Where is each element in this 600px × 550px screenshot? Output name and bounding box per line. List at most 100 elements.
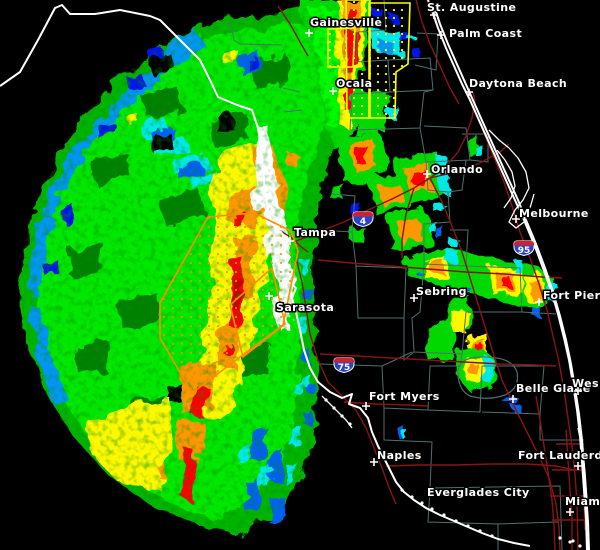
highway-line	[415, 0, 460, 105]
radar-echo	[531, 306, 540, 316]
highway-line	[565, 429, 573, 550]
county-border	[282, 87, 301, 93]
interstate-shield-4: 4	[352, 211, 374, 228]
city-marker	[305, 29, 313, 37]
coastline	[321, 395, 353, 429]
shield-route-number: 95	[518, 246, 531, 256]
radar-echo	[409, 37, 418, 42]
city-wes: Wes	[571, 376, 600, 392]
highway-line	[429, 143, 510, 179]
city-label: Orlando	[431, 163, 483, 176]
coastline	[433, 5, 590, 550]
city-marker	[509, 395, 517, 403]
severe-thunderstorm-warning-box	[327, 27, 356, 68]
city-ocala: Ocala	[329, 76, 374, 95]
county-border	[465, 265, 557, 315]
highway-line	[317, 259, 563, 279]
island-dot	[400, 488, 404, 492]
city-label: Belle Glade	[516, 382, 591, 395]
radar-echo	[356, 147, 369, 165]
city-label: Palm Coast	[449, 27, 522, 40]
shield-route-number: 75	[338, 363, 351, 373]
island-dot	[340, 414, 344, 418]
county-border	[381, 351, 413, 367]
city-marker	[286, 237, 294, 245]
radar-echo	[452, 310, 468, 333]
island-dot	[420, 501, 424, 505]
city-label: Fort Lauderdale	[518, 449, 600, 462]
radar-echo	[427, 322, 456, 362]
radar-echo	[403, 433, 410, 441]
coastline	[577, 427, 589, 550]
city-fort-lauderdale: Fort Lauderdale	[517, 448, 600, 470]
highway-line	[429, 177, 561, 550]
city-gainesville: Gainesville	[305, 15, 384, 37]
radar-echo	[469, 363, 478, 375]
city-label: St. Augustine	[427, 1, 516, 14]
shield-layer: 4 95 75	[333, 211, 535, 374]
city-palm-coast: Palm Coast	[437, 26, 523, 42]
city-marker	[465, 88, 473, 96]
radar-echo	[512, 260, 524, 272]
highway-line	[343, 401, 429, 407]
county-border	[423, 229, 469, 267]
city-marker	[370, 458, 378, 466]
highway-line	[295, 257, 397, 505]
county-border	[349, 89, 434, 131]
city-marker	[437, 31, 445, 39]
radar-echo	[435, 203, 444, 214]
radar-echo	[451, 239, 459, 248]
city-label: Daytona Beach	[469, 77, 567, 90]
county-border	[414, 32, 439, 71]
county-border	[423, 161, 451, 264]
interstate-shield-95: 95	[513, 240, 535, 257]
radar-echo	[431, 260, 444, 274]
lake-okeechobee-outline	[457, 356, 519, 399]
city-label: Gainesville	[310, 16, 382, 29]
city-marker	[423, 170, 431, 178]
radar-echo	[461, 287, 470, 297]
city-label: Tampa	[294, 226, 336, 239]
island-dot	[348, 422, 352, 426]
island-dot	[558, 536, 562, 540]
interstate-shield-75: 75	[333, 357, 355, 374]
city-marker	[410, 294, 418, 302]
radar-echo	[351, 228, 366, 243]
island-dot	[478, 529, 482, 533]
county-border	[427, 487, 499, 550]
city-label: Fort Myers	[369, 390, 440, 403]
island-dot	[490, 534, 494, 538]
island-dot	[430, 507, 434, 511]
county-border	[497, 521, 559, 525]
city-everglades-city: Everglades City	[426, 485, 531, 501]
radar-echo	[481, 352, 494, 384]
highway-line	[385, 463, 575, 471]
county-border	[427, 353, 545, 415]
city-label: Melbourne	[519, 207, 589, 220]
island-dot	[324, 398, 328, 402]
city-sebring: Sebring	[410, 284, 468, 302]
city-melbourne: Melbourne	[512, 206, 590, 223]
county-border	[229, 19, 283, 46]
city-marker	[265, 292, 273, 300]
island-dot	[332, 406, 336, 410]
city-marker	[362, 402, 370, 410]
island-dot	[568, 540, 572, 544]
island-dot	[442, 513, 446, 517]
highway-line	[319, 353, 557, 367]
city-label: Sebring	[416, 285, 467, 298]
city-marker	[512, 215, 520, 223]
county-border	[447, 159, 467, 193]
city-belle-glade: Belle Glade	[509, 381, 592, 403]
radar-echo	[379, 184, 402, 206]
severe-thunderstorm-warning-box	[368, 2, 411, 119]
city-label: Miami	[565, 495, 600, 508]
island-dot	[466, 524, 470, 528]
radar-echo	[475, 146, 483, 156]
city-label: Naples	[377, 449, 422, 462]
city-naples: Naples	[370, 448, 423, 466]
island-dot	[571, 539, 575, 543]
radar-echo	[427, 221, 436, 231]
